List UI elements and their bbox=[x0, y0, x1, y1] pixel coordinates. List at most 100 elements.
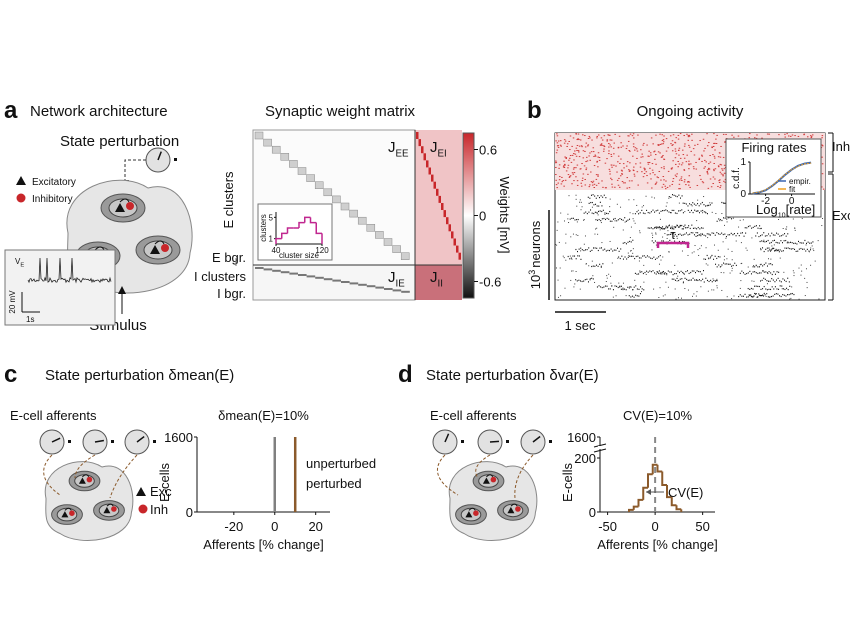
spike bbox=[735, 240, 737, 242]
spike bbox=[664, 233, 666, 235]
spike bbox=[805, 268, 807, 270]
block-label-sub: EI bbox=[438, 149, 447, 160]
spike bbox=[784, 136, 787, 138]
spike bbox=[597, 134, 600, 136]
spike bbox=[689, 211, 691, 213]
ei-block bbox=[441, 203, 444, 210]
spike bbox=[668, 211, 670, 213]
spike bbox=[662, 139, 665, 141]
spike bbox=[602, 249, 604, 251]
spike bbox=[691, 270, 693, 272]
spike bbox=[682, 228, 684, 230]
spike bbox=[696, 143, 699, 145]
spike bbox=[579, 139, 582, 141]
dial-marker bbox=[111, 440, 114, 443]
inh-neuron bbox=[490, 476, 497, 483]
inh-neuron bbox=[473, 510, 479, 516]
spike bbox=[707, 257, 709, 259]
spike bbox=[608, 150, 610, 152]
spike bbox=[662, 271, 664, 273]
spike bbox=[589, 250, 591, 252]
spike bbox=[594, 247, 596, 249]
spike bbox=[732, 264, 734, 267]
spike bbox=[659, 227, 661, 229]
dial-marker bbox=[506, 440, 509, 443]
spike bbox=[689, 203, 691, 205]
spike bbox=[622, 242, 624, 244]
row-label: E bgr. bbox=[212, 250, 246, 265]
spike bbox=[691, 295, 693, 297]
spike bbox=[608, 146, 610, 148]
spike bbox=[772, 234, 774, 236]
spike bbox=[793, 242, 795, 245]
ei-block bbox=[428, 167, 431, 175]
spike bbox=[683, 179, 686, 181]
spike bbox=[576, 205, 578, 207]
spike bbox=[655, 244, 657, 246]
spike bbox=[617, 147, 620, 149]
spike bbox=[644, 168, 646, 170]
spike bbox=[706, 172, 709, 174]
spike bbox=[780, 295, 782, 298]
spike bbox=[709, 257, 711, 259]
ie-block bbox=[315, 276, 324, 279]
spike bbox=[776, 232, 778, 234]
spike bbox=[620, 146, 623, 148]
spike bbox=[620, 248, 622, 250]
spike bbox=[597, 152, 600, 154]
spike bbox=[665, 227, 667, 229]
spike bbox=[679, 133, 682, 135]
spike bbox=[729, 263, 731, 265]
spike bbox=[763, 295, 765, 297]
spike bbox=[811, 245, 813, 247]
exc-neuron bbox=[78, 477, 86, 484]
spike bbox=[575, 271, 577, 273]
spike bbox=[624, 241, 626, 244]
spike bbox=[696, 184, 699, 186]
spike bbox=[572, 173, 575, 175]
spike bbox=[687, 135, 690, 137]
spike bbox=[609, 288, 611, 290]
spike bbox=[714, 280, 716, 282]
spike bbox=[666, 210, 668, 212]
spike bbox=[666, 202, 668, 204]
spike bbox=[622, 282, 624, 284]
spike bbox=[586, 160, 589, 162]
spike bbox=[732, 217, 734, 219]
spike bbox=[632, 218, 634, 220]
spike bbox=[678, 147, 681, 149]
spike bbox=[707, 173, 709, 175]
spike bbox=[555, 244, 557, 246]
spike bbox=[595, 228, 597, 230]
spike bbox=[821, 144, 823, 146]
spike bbox=[705, 211, 707, 213]
spike bbox=[671, 150, 674, 152]
spike bbox=[608, 218, 610, 220]
spike bbox=[634, 272, 636, 274]
spike bbox=[693, 154, 696, 156]
spike bbox=[708, 168, 710, 170]
spike bbox=[787, 247, 789, 249]
spike bbox=[648, 155, 650, 157]
spike bbox=[761, 294, 763, 297]
cluster-block bbox=[314, 181, 324, 189]
spike bbox=[678, 210, 680, 212]
spike bbox=[569, 135, 572, 137]
spike bbox=[776, 250, 778, 252]
inset-title: Firing rates bbox=[741, 140, 807, 155]
spike bbox=[656, 257, 658, 259]
spike bbox=[758, 272, 760, 274]
spike bbox=[662, 295, 664, 297]
spike bbox=[556, 149, 559, 151]
spike bbox=[678, 163, 681, 165]
spike bbox=[701, 160, 703, 162]
spike bbox=[604, 212, 606, 214]
spike bbox=[608, 153, 610, 155]
spike bbox=[630, 286, 632, 288]
spike bbox=[697, 249, 699, 251]
histogram-step bbox=[651, 463, 658, 475]
inset-box bbox=[725, 138, 822, 218]
spike bbox=[726, 218, 728, 220]
spike bbox=[746, 272, 748, 275]
inh-neuron bbox=[111, 506, 117, 512]
